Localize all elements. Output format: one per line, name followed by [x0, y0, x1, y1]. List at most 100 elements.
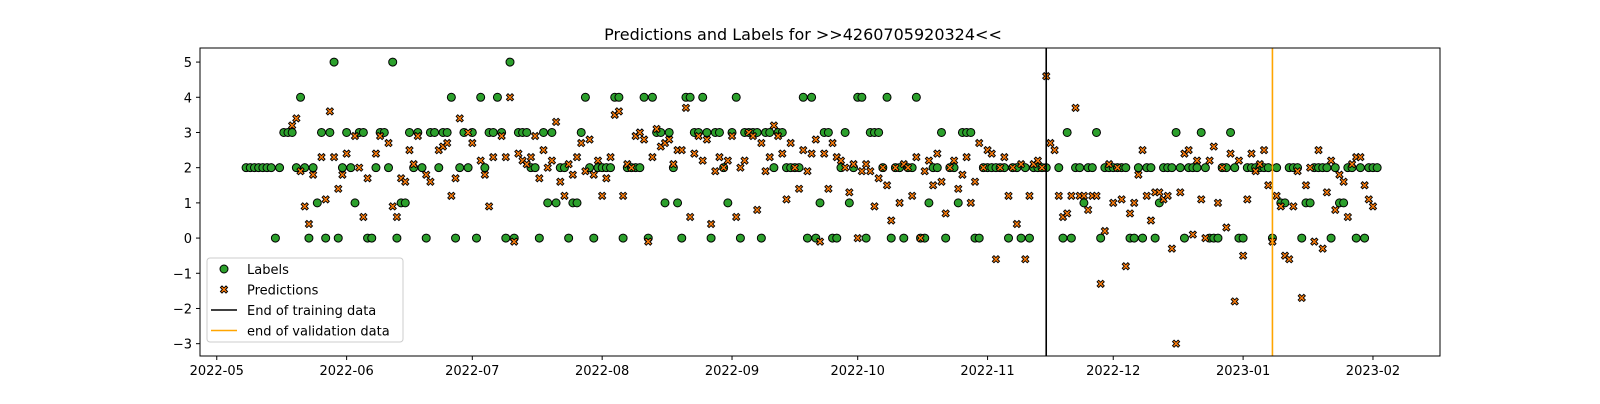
- x-tick-label: 2022-11: [960, 364, 1014, 379]
- legend-labels-marker: [219, 264, 229, 274]
- x-tick-label: 2023-02: [1346, 364, 1400, 379]
- label-point: [1171, 127, 1181, 137]
- prediction-point: [1234, 156, 1244, 165]
- label-point: [1175, 163, 1185, 173]
- label-point: [832, 233, 842, 243]
- prediction-point: [1083, 205, 1093, 215]
- prediction-point: [304, 219, 314, 229]
- label-point: [673, 198, 683, 208]
- prediction-point: [442, 138, 452, 148]
- prediction-point: [681, 103, 691, 113]
- prediction-point: [296, 166, 305, 176]
- prediction-point: [958, 170, 967, 179]
- x-tick-label: 2023-01: [1216, 364, 1270, 379]
- label-point: [1016, 233, 1026, 243]
- label-point: [329, 57, 339, 67]
- label-point: [936, 127, 946, 137]
- label-point: [1326, 233, 1336, 243]
- label-point: [392, 233, 402, 243]
- label-point: [325, 127, 335, 137]
- label-point: [840, 127, 850, 137]
- prediction-point: [840, 163, 850, 172]
- label-point: [321, 233, 331, 243]
- label-point: [530, 163, 540, 173]
- prediction-point: [731, 212, 741, 222]
- label-point: [1322, 163, 1332, 173]
- label-point: [1213, 233, 1223, 243]
- label-point: [765, 127, 775, 137]
- prediction-point: [644, 237, 653, 246]
- label-point: [941, 233, 951, 243]
- label-point: [551, 198, 561, 208]
- x-tick-label: 2022-07: [445, 364, 499, 379]
- prediction-point: [715, 152, 724, 162]
- label-point: [723, 198, 733, 208]
- label-point: [446, 92, 456, 102]
- prediction-point: [1121, 262, 1131, 271]
- prediction-point: [539, 145, 548, 155]
- label-point: [882, 92, 892, 102]
- prediction-point: [757, 138, 766, 148]
- prediction-point: [954, 184, 963, 194]
- prediction-point: [987, 149, 996, 158]
- prediction-point: [912, 152, 921, 162]
- label-point: [1066, 233, 1076, 243]
- label-point: [932, 163, 942, 173]
- prediction-point: [702, 135, 712, 144]
- prediction-point: [740, 156, 749, 165]
- prediction-point: [602, 174, 611, 183]
- label-point: [589, 233, 599, 243]
- prediction-point: [317, 152, 326, 162]
- prediction-point: [895, 198, 904, 208]
- prediction-point: [1188, 230, 1198, 239]
- label-point: [714, 127, 724, 137]
- prediction-point: [1050, 145, 1059, 155]
- label-point: [1230, 163, 1240, 173]
- plot-marks: [241, 48, 1382, 356]
- prediction-point: [1129, 198, 1139, 208]
- label-point: [358, 127, 368, 137]
- prediction-point: [300, 202, 309, 211]
- prediction-point: [384, 138, 393, 148]
- y-tick-label: 5: [184, 56, 192, 71]
- prediction-point: [1021, 254, 1030, 264]
- prediction-point: [1176, 188, 1185, 197]
- label-point: [417, 163, 427, 173]
- prediction-point: [694, 131, 703, 141]
- prediction-point: [799, 145, 808, 155]
- prediction-point: [1360, 181, 1369, 190]
- label-point: [899, 233, 909, 243]
- label-point: [639, 92, 649, 102]
- label-point: [1192, 163, 1202, 173]
- prediction-point: [1000, 152, 1009, 162]
- prediction-point: [1347, 159, 1357, 169]
- prediction-point: [794, 184, 804, 194]
- prediction-point: [916, 233, 925, 243]
- prediction-point: [1004, 191, 1013, 201]
- label-point: [798, 92, 808, 102]
- prediction-point: [375, 131, 385, 141]
- legend: Labels Predictions End of training data end…: [206, 257, 404, 343]
- label-point: [371, 163, 381, 173]
- prediction-point: [1251, 166, 1260, 176]
- prediction-point: [1092, 191, 1101, 201]
- prediction-point: [329, 152, 339, 162]
- prediction-point: [480, 170, 490, 179]
- prediction-point: [874, 174, 883, 183]
- prediction-point: [1062, 209, 1072, 218]
- y-tick-label: 3: [184, 126, 192, 141]
- prediction-point: [618, 191, 628, 201]
- label-point: [1297, 233, 1307, 243]
- prediction-point: [568, 170, 578, 179]
- prediction-point: [1356, 152, 1365, 162]
- label-point: [350, 198, 360, 208]
- prediction-point: [1305, 163, 1315, 172]
- label-point: [1372, 163, 1382, 173]
- prediction-point: [639, 135, 649, 144]
- prediction-point: [991, 254, 1001, 264]
- y-tick-label: −1: [173, 267, 192, 282]
- label-point: [316, 127, 326, 137]
- label-point: [342, 127, 352, 137]
- label-point: [1121, 163, 1131, 173]
- prediction-point: [359, 212, 368, 222]
